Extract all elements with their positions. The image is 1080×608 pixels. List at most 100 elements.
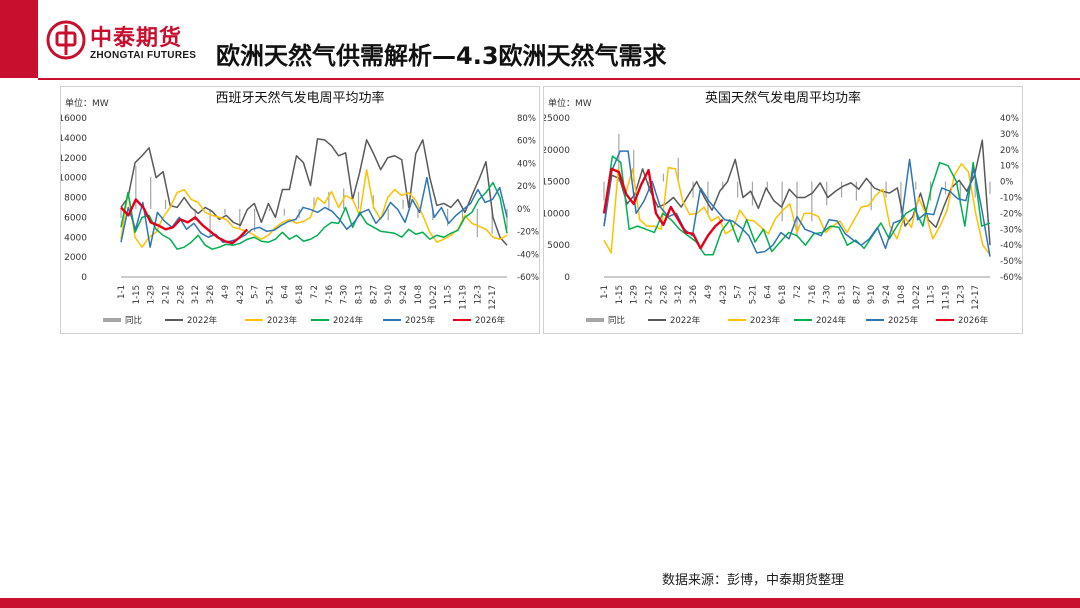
y2-tick-label: 80% xyxy=(517,114,536,124)
y2-tick-label: 40% xyxy=(517,159,536,169)
legend-label: 2026年 xyxy=(958,315,989,326)
yoy-bar xyxy=(707,181,709,214)
page-title: 欧洲天然气供需解析—4.3欧洲天然气需求 xyxy=(216,42,667,70)
y2-tick-label: -60% xyxy=(1000,273,1022,283)
yoy-bar xyxy=(239,208,241,230)
y2-tick-label: 40% xyxy=(1000,114,1019,124)
yoy-bar xyxy=(692,181,694,198)
uk-gas-power-chart: 英国天然气发电周平均功率 单位：MW 0 5000 10000 15000 20000 250… xyxy=(543,86,1023,334)
x-tick-label: 5-21 xyxy=(748,285,758,304)
yoy-bar xyxy=(603,181,605,201)
x-tick-label: 8-27 xyxy=(369,285,379,304)
yoy-bar xyxy=(209,208,211,238)
y-tick-label: 6000 xyxy=(64,213,87,223)
x-tick-label: 7-30 xyxy=(823,285,833,304)
y-tick-label: 4000 xyxy=(64,233,87,243)
yoy-bar xyxy=(357,191,360,209)
yoy-bar xyxy=(135,165,137,209)
y2-tick-label: -10% xyxy=(1000,194,1022,204)
series-line-2026年 xyxy=(120,198,249,245)
yoy-bar xyxy=(283,208,285,216)
x-tick-label: 11-5 xyxy=(927,285,937,304)
y-tick-label: 10000 xyxy=(61,174,87,184)
series-line-2026年 xyxy=(602,167,724,250)
series-line-2022年 xyxy=(120,138,508,246)
legend-label: 2025年 xyxy=(888,315,919,326)
y2-tick-label: 30% xyxy=(1000,130,1019,140)
legend-label: 2022年 xyxy=(187,315,218,326)
legend-label: 2025年 xyxy=(405,315,436,326)
x-tick-label: 5-7 xyxy=(251,285,261,299)
yoy-bar xyxy=(974,181,976,198)
y-tick-label: 8000 xyxy=(64,194,87,204)
yoy-bar xyxy=(766,181,768,190)
y-tick-label: 10000 xyxy=(544,209,570,219)
x-tick-label: 2-12 xyxy=(645,285,655,304)
legend-label: 同比 xyxy=(608,315,625,326)
x-tick-label: 11-5 xyxy=(444,285,454,304)
y-tick-label: 12000 xyxy=(61,154,87,164)
yoy-bar xyxy=(618,133,620,182)
yoy-bar xyxy=(224,208,226,215)
x-tick-label: 4-9 xyxy=(704,285,714,299)
yoy-bar xyxy=(989,181,991,195)
x-tick-label: 1-29 xyxy=(630,285,640,304)
y-tick-label: 5000 xyxy=(547,241,570,251)
x-tick-label: 8-27 xyxy=(852,285,862,304)
chart-title: 西班牙天然气发电周平均功率 xyxy=(215,90,384,106)
x-tick-label: 4-23 xyxy=(719,285,729,304)
legend-label: 2024年 xyxy=(333,315,364,326)
x-tick-label: 10-8 xyxy=(414,285,424,304)
legend-label: 2022年 xyxy=(670,315,701,326)
yoy-bar xyxy=(417,208,419,218)
y2-tick-label: -40% xyxy=(517,250,539,260)
y2-tick-label: -50% xyxy=(1000,257,1022,267)
logo-emblem-icon xyxy=(46,20,86,60)
legend-label: 2023年 xyxy=(750,315,781,326)
x-tick-label: 5-7 xyxy=(734,285,744,299)
legend-label: 同比 xyxy=(125,315,142,326)
x-tick-label: 9-24 xyxy=(882,285,892,304)
yoy-bar xyxy=(840,181,843,198)
y-tick-label: 14000 xyxy=(61,134,87,144)
x-tick-label: 11-19 xyxy=(941,285,951,310)
y2-tick-label: -40% xyxy=(1000,241,1022,251)
y-tick-label: 16000 xyxy=(61,114,87,124)
yoy-bar xyxy=(796,181,798,238)
yoy-bar xyxy=(447,208,449,226)
y2-tick-label: -20% xyxy=(1000,209,1022,219)
x-tick-label: 6-18 xyxy=(295,285,305,304)
unit-label: 单位：MW xyxy=(548,97,592,109)
x-tick-label: 12-17 xyxy=(488,285,498,310)
yoy-bar xyxy=(737,181,739,198)
yoy-bar xyxy=(120,208,122,218)
yoy-bar xyxy=(722,181,724,190)
x-tick-label: 7-30 xyxy=(340,285,350,304)
x-tick-label: 12-17 xyxy=(971,285,981,310)
yoy-bar xyxy=(328,191,330,209)
yoy-bar xyxy=(662,173,664,182)
yoy-bar xyxy=(870,181,872,211)
title-divider xyxy=(38,78,1080,80)
x-tick-label: 2-12 xyxy=(162,285,172,304)
x-tick-label: 9-10 xyxy=(867,285,877,304)
y2-tick-label: 20% xyxy=(517,182,536,192)
legend-label: 2023年 xyxy=(267,315,298,326)
y-tick-label: 0 xyxy=(564,273,570,283)
spain-chart-canvas: 西班牙天然气发电周平均功率 单位：MW 0 2000 4000 6000 8000 10000… xyxy=(61,90,539,326)
x-tick-label: 11-19 xyxy=(458,285,468,310)
series-line-2024年 xyxy=(120,181,508,250)
chart-title: 英国天然气发电周平均功率 xyxy=(705,90,861,106)
x-tick-label: 9-10 xyxy=(384,285,394,304)
yoy-bar xyxy=(491,208,493,234)
x-tick-label: 1-1 xyxy=(117,285,127,299)
x-tick-label: 8-13 xyxy=(355,285,365,304)
spain-gas-power-chart: 西班牙天然气发电周平均功率 单位：MW 0 2000 4000 6000 8000 10000… xyxy=(60,86,540,334)
x-tick-label: 3-12 xyxy=(191,285,201,304)
x-tick-label: 7-16 xyxy=(325,285,335,304)
y2-tick-label: 20% xyxy=(1000,146,1019,156)
y2-tick-label: 10% xyxy=(1000,162,1019,172)
yoy-bar xyxy=(164,199,167,209)
yoy-bar xyxy=(811,181,813,222)
y2-tick-label: 0% xyxy=(1000,178,1014,188)
